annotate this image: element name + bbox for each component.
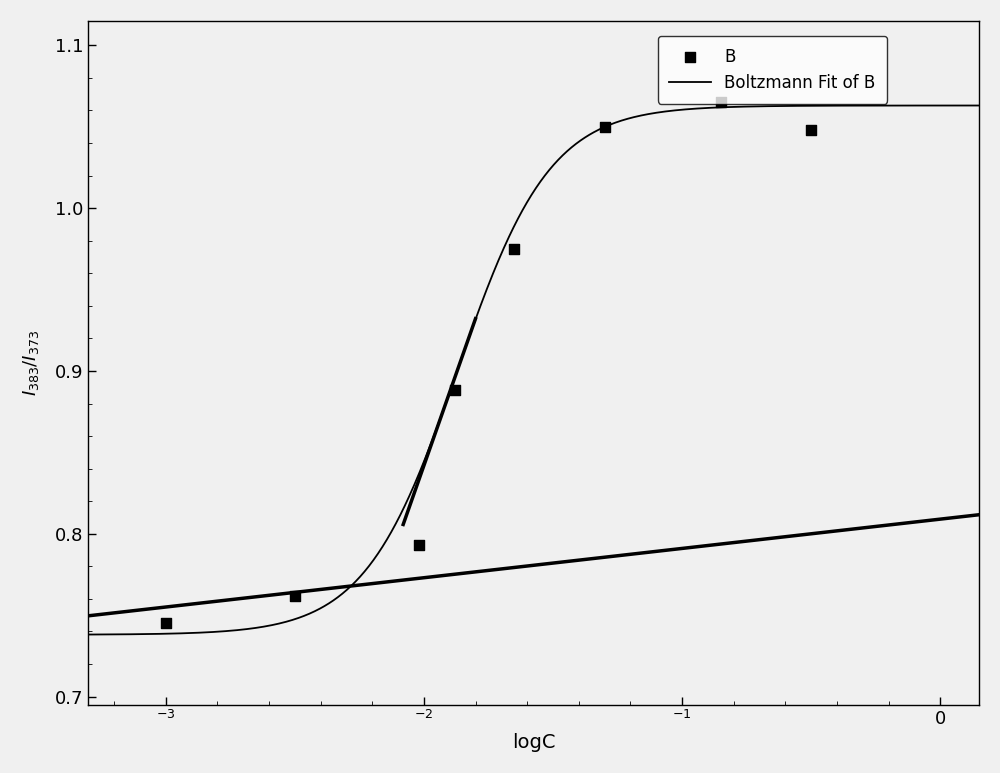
Boltzmann Fit of B [973, 101, 985, 111]
Line: Boltzmann Fit of B: Boltzmann Fit of B [88, 106, 979, 635]
Boltzmann Fit of B [777, 101, 789, 111]
Boltzmann Fit of B [793, 101, 805, 111]
Boltzmann Fit of B [173, 628, 185, 638]
B [287, 590, 303, 602]
B [411, 539, 427, 551]
B [803, 124, 819, 136]
Boltzmann Fit of B [475, 301, 487, 310]
Y-axis label: $I_{383}/I_{373}$: $I_{383}/I_{373}$ [21, 329, 41, 396]
Boltzmann Fit of B [694, 104, 706, 113]
B [158, 617, 174, 629]
Legend: B, Boltzmann Fit of B: B, Boltzmann Fit of B [658, 36, 887, 104]
Boltzmann Fit of B [82, 630, 94, 639]
B [597, 121, 613, 133]
X-axis label: logC: logC [512, 733, 555, 752]
B [506, 243, 522, 255]
Boltzmann Fit of B [442, 391, 454, 400]
B [713, 96, 729, 108]
B [447, 384, 463, 397]
